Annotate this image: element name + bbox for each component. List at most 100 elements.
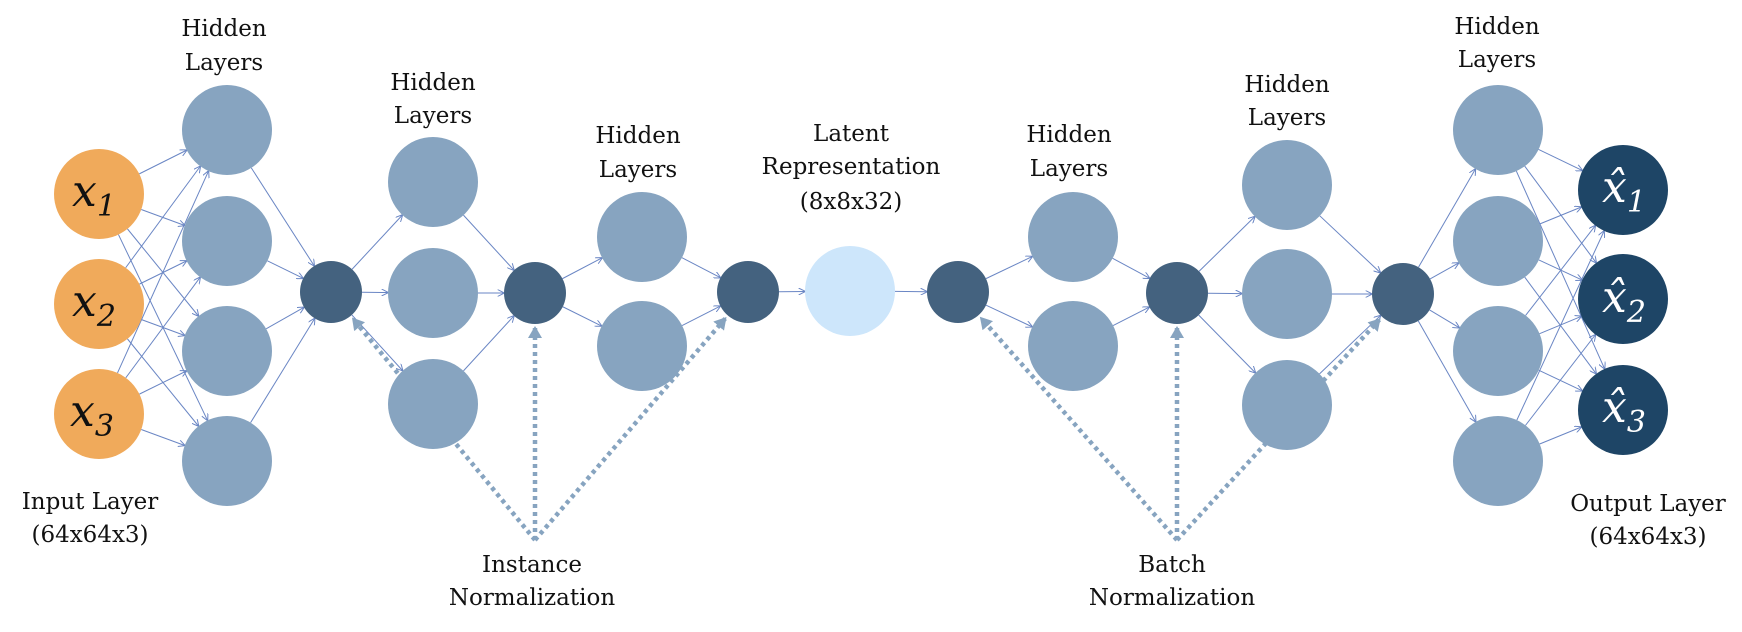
input-node-label: x2 (72, 276, 116, 334)
svg-text:Hidden: Hidden (595, 123, 680, 149)
hidden-node (1028, 301, 1118, 391)
connection-edge (1417, 320, 1475, 422)
connection-edge (1516, 231, 1604, 421)
input-layer-label: Input Layer (64x64x3) (22, 489, 159, 548)
normalization-arrows (351, 316, 1381, 542)
hidden-node (1453, 196, 1543, 286)
svg-text:Hidden: Hidden (390, 70, 475, 96)
svg-text:Hidden: Hidden (1454, 14, 1539, 40)
hidden-node (1453, 306, 1543, 396)
connection-edge (1539, 207, 1582, 225)
hidden-node (388, 137, 478, 227)
svg-text:Normalization: Normalization (449, 585, 615, 611)
connection-edge (463, 316, 514, 372)
hidden-layers-label-5: Hidden Layers (1244, 72, 1329, 131)
connection-edge (141, 429, 185, 446)
latent-node (805, 246, 895, 336)
input-node (54, 369, 144, 459)
connection-edge (267, 260, 303, 279)
connection-edge (139, 150, 187, 175)
connection-edge (1429, 263, 1459, 280)
input-node-label: x3 (70, 386, 114, 444)
connection-edge (1112, 257, 1150, 278)
norm-node (927, 261, 989, 323)
hidden-node (1453, 85, 1543, 175)
hidden-layers-label-1: Hidden Layers (181, 16, 266, 76)
hidden-node (1242, 140, 1332, 230)
connection-edge (117, 171, 208, 374)
norm-node (300, 261, 362, 323)
input-node (54, 259, 144, 349)
connection-edge (562, 306, 602, 326)
connection-edge (463, 214, 514, 270)
output-node (1578, 145, 1668, 235)
svg-text:(64x64x3): (64x64x3) (1589, 524, 1706, 550)
norm-node (504, 262, 566, 324)
svg-text:Batch: Batch (1138, 552, 1206, 578)
hidden-node (182, 196, 272, 286)
network-nodes (54, 85, 1668, 506)
svg-text:Normalization: Normalization (1089, 585, 1255, 611)
hidden-node (388, 248, 478, 338)
connection-edge (1525, 226, 1596, 316)
hidden-layers-label-4: Hidden Layers (1026, 122, 1111, 182)
connection-edge (562, 258, 602, 280)
svg-text:Layers: Layers (394, 103, 472, 129)
connection-edge (681, 257, 721, 278)
svg-text:Layers: Layers (1248, 105, 1326, 131)
connection-edge (985, 304, 1032, 327)
hidden-node (1242, 249, 1332, 339)
connection-edge (1539, 427, 1582, 445)
hidden-node (182, 85, 272, 175)
connection-edge (125, 166, 201, 269)
connection-edge (265, 307, 304, 330)
connection-edge (351, 215, 402, 270)
output-layer-label: Output Layer (64x64x3) (1570, 491, 1726, 550)
connection-edge (1525, 335, 1595, 426)
connection-edge (1198, 314, 1256, 373)
connection-edge (250, 167, 314, 266)
svg-text:Input Layer: Input Layer (22, 489, 159, 515)
svg-text:Layers: Layers (599, 157, 677, 183)
output-node-label: x̂2 (1602, 272, 1646, 330)
input-node-label: x1 (72, 166, 116, 224)
connection-edge (139, 371, 186, 395)
svg-text:Hidden: Hidden (1026, 122, 1111, 148)
hidden-layers-label-3: Hidden Layers (595, 123, 680, 183)
svg-text:Representation: Representation (762, 154, 941, 180)
connection-edge (1538, 149, 1583, 170)
svg-text:Latent: Latent (813, 121, 890, 147)
input-node (54, 149, 144, 239)
connection-edge (1198, 217, 1255, 272)
svg-text:Layers: Layers (185, 50, 263, 76)
instance-normalization-label: Instance Normalization (449, 552, 615, 611)
hidden-node (1028, 192, 1118, 282)
connection-edge (1429, 309, 1460, 328)
batch-normalization-label: Batch Normalization (1089, 552, 1255, 611)
hidden-node (388, 359, 478, 449)
hidden-node (1453, 416, 1543, 506)
hidden-node (597, 192, 687, 282)
svg-text:Instance: Instance (482, 552, 582, 578)
hidden-node (182, 306, 272, 396)
svg-text:Layers: Layers (1458, 47, 1536, 73)
output-node (1578, 254, 1668, 344)
svg-text:Output Layer: Output Layer (1570, 491, 1726, 517)
hidden-node (182, 416, 272, 506)
instance-norm-arrow (533, 317, 727, 542)
batch-norm-arrow (1175, 318, 1381, 542)
hidden-node (1242, 360, 1332, 450)
connection-edge (1418, 169, 1476, 268)
svg-text:Hidden: Hidden (181, 16, 266, 42)
svg-text:(8x8x32): (8x8x32) (800, 189, 902, 215)
norm-node (717, 261, 779, 323)
hidden-layers-label-2: Hidden Layers (390, 70, 475, 129)
svg-text:(64x64x3): (64x64x3) (31, 522, 148, 548)
latent-representation-label: Latent Representation (8x8x32) (762, 121, 941, 215)
connection-edge (1112, 307, 1149, 327)
connection-edge (1319, 315, 1381, 375)
norm-node (1146, 262, 1208, 324)
output-node-label: x̂1 (1602, 162, 1646, 220)
connection-edge (1524, 165, 1596, 263)
